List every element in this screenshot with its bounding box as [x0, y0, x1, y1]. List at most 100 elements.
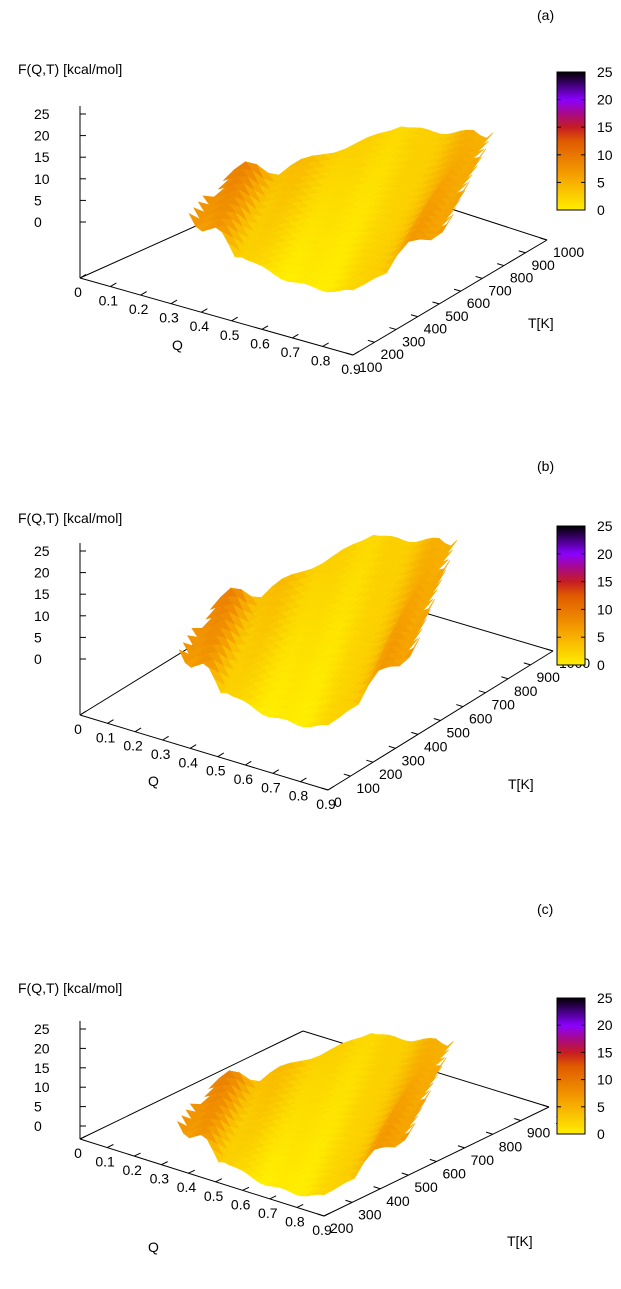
q-tick — [188, 1169, 195, 1174]
q-tick — [134, 1152, 141, 1157]
t-tick-label: 700 — [492, 697, 516, 713]
q-tick-label: 0.8 — [289, 788, 309, 804]
q-tick-label: 0.1 — [99, 293, 119, 309]
colorbar-tick-label: 20 — [597, 92, 613, 108]
t-tick-label: 0 — [334, 794, 342, 810]
q-tick — [323, 1212, 331, 1217]
q-axis-label: Q — [148, 773, 159, 789]
t-tick — [453, 288, 461, 292]
t-tick — [485, 1131, 493, 1135]
q-tick — [272, 769, 280, 774]
q-tick-label: 0.3 — [159, 310, 179, 326]
z-axis-label: F(Q,T) [kcal/mol] — [18, 61, 122, 77]
t-tick — [367, 339, 375, 343]
colorbar-tick-label: 25 — [597, 64, 613, 80]
surface-facet — [345, 282, 365, 291]
q-tick — [110, 282, 117, 287]
q-tick — [189, 744, 197, 749]
z-tick-label: 25 — [34, 543, 50, 559]
t-axis-label: T[K] — [508, 776, 534, 792]
q-tick — [292, 333, 299, 339]
q-tick — [352, 351, 360, 356]
t-tick — [345, 1199, 353, 1203]
q-tick — [140, 291, 147, 296]
z-tick-label: 0 — [34, 651, 42, 667]
t-tick — [321, 787, 329, 791]
q-tick-label: 0.1 — [96, 729, 116, 745]
q-tick — [261, 325, 269, 330]
q-tick-label: 0.9 — [312, 1222, 332, 1238]
t-tick-label: 700 — [488, 282, 512, 298]
t-tick — [410, 314, 418, 318]
q-tick — [231, 316, 238, 322]
q-tick — [300, 777, 307, 783]
free-energy-surface — [176, 1033, 454, 1197]
colorbar-tick-label: 15 — [597, 119, 613, 135]
q-tick — [162, 735, 169, 741]
q-tick-label: 0.8 — [285, 1213, 305, 1229]
t-tick — [546, 648, 554, 652]
t-tick-label: 800 — [510, 270, 534, 286]
colorbar-tick-label: 5 — [597, 629, 605, 645]
t-tick — [401, 1172, 409, 1176]
t-tick — [501, 676, 509, 680]
free-energy-surface — [188, 126, 494, 293]
colorbar-tick-label: 25 — [597, 990, 613, 1006]
q-axis-line — [79, 714, 329, 791]
z-axis-label: F(Q,T) [kcal/mol] — [18, 980, 122, 996]
q-tick-label: 0.3 — [151, 746, 171, 762]
t-tick — [389, 327, 397, 330]
q-tick-label: 0.2 — [129, 301, 149, 317]
t-tick-label: 900 — [537, 669, 561, 685]
z-tick-label: 25 — [34, 106, 50, 122]
surface-plot-a: (a) F(Q,T) [kcal/mol] 0 0.1 0.2 0.3 0.4 0.5 0.6 0… — [18, 7, 613, 377]
back-left-edge — [79, 1030, 304, 1140]
t-tick — [388, 745, 396, 749]
colorbar-tick-label: 20 — [597, 1017, 613, 1033]
colorbar-tick-label: 5 — [597, 174, 605, 190]
t-tick-label: 400 — [424, 321, 448, 337]
q-tick-label: 0.1 — [95, 1154, 115, 1170]
q-tick — [106, 1144, 114, 1149]
colorbar-tick-label: 0 — [597, 1126, 605, 1142]
free-energy-surface — [178, 534, 458, 728]
z-tick-label: 5 — [34, 1099, 42, 1115]
colorbar-tick-label: 10 — [597, 1072, 613, 1088]
surface-facet — [321, 716, 339, 726]
q-tick — [245, 760, 252, 766]
q-tick — [201, 308, 208, 313]
q-tick-label: 0.5 — [206, 763, 226, 779]
t-tick-label: 200 — [381, 346, 405, 362]
q-tick — [327, 785, 335, 791]
t-tick-label: 400 — [386, 1193, 410, 1209]
q-tick-label: 0.4 — [177, 1179, 197, 1195]
q-tick — [217, 752, 224, 758]
panel-label: (a) — [537, 7, 554, 23]
q-tick — [269, 1195, 277, 1200]
q-tick-label: 0.8 — [311, 352, 331, 368]
colorbar-tick-label: 10 — [597, 601, 613, 617]
z-tick-label: 5 — [34, 629, 42, 645]
q-tick — [170, 299, 178, 305]
z-tick-label: 0 — [34, 214, 42, 230]
t-tick-label: 200 — [379, 766, 403, 782]
q-tick-label: 0.6 — [234, 771, 254, 787]
q-axis-label: Q — [172, 337, 183, 353]
t-tick-label: 600 — [443, 1166, 467, 1182]
q-tick-label: 0.2 — [122, 1162, 142, 1178]
t-tick-label: 800 — [499, 1138, 523, 1154]
t-tick-label: 300 — [402, 333, 426, 349]
z-tick-label: 5 — [34, 192, 42, 208]
q-tick — [296, 1203, 304, 1208]
panel-a: (a) F(Q,T) [kcal/mol] 0 0.1 0.2 0.3 0.4 0.5 0.6 0… — [0, 0, 621, 400]
t-tick-label: 500 — [414, 1179, 438, 1195]
colorbar-tick-label: 5 — [597, 1099, 605, 1115]
t-tick — [518, 250, 526, 254]
t-axis-label: T[K] — [507, 1233, 533, 1249]
q-tick — [79, 274, 87, 279]
t-tick-label: 200 — [330, 1220, 354, 1236]
colorbar-tick-label: 10 — [597, 147, 613, 163]
colorbar-tick-label: 15 — [597, 574, 613, 590]
t-tick — [540, 237, 548, 241]
z-tick-label: 10 — [34, 171, 50, 187]
